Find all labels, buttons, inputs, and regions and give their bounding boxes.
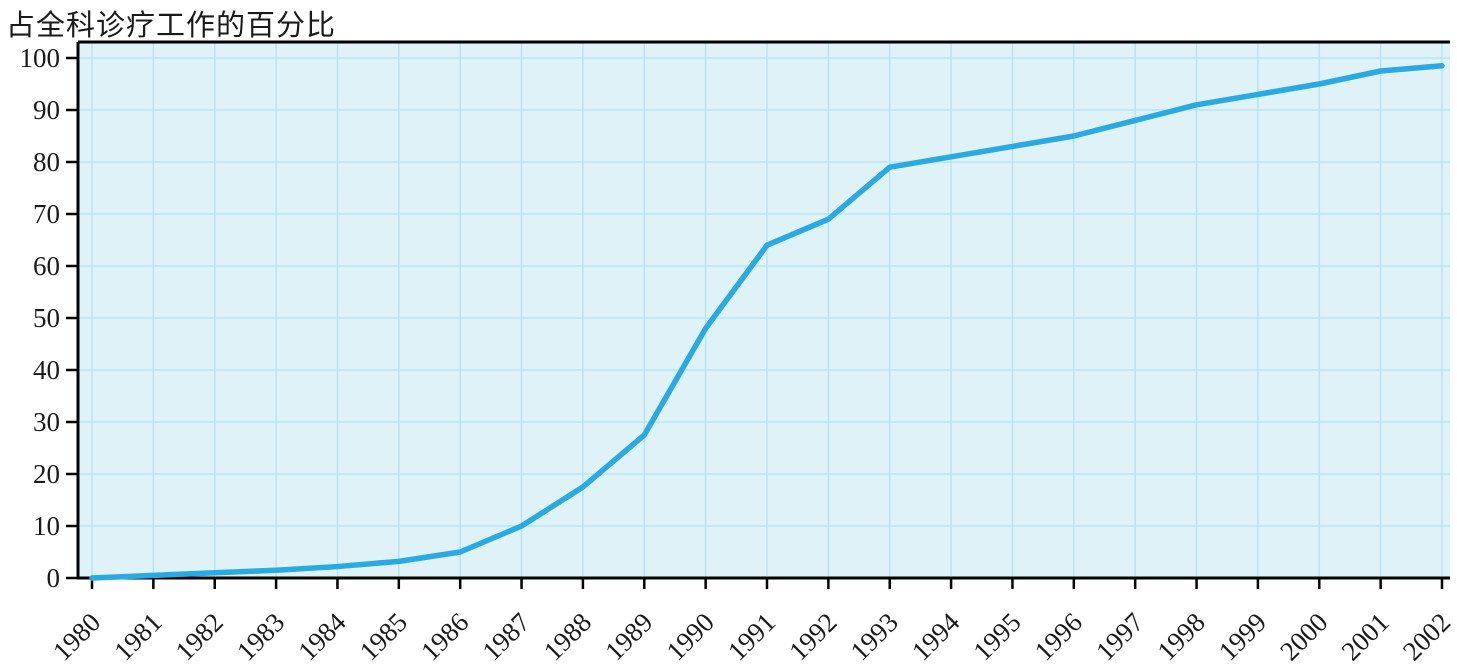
- x-tick-label: 1998: [1151, 607, 1210, 666]
- x-tick-label: 1982: [170, 607, 229, 666]
- y-tick-label: 0: [47, 563, 61, 593]
- y-tick-label: 90: [33, 95, 60, 125]
- x-tick-label: 1984: [292, 607, 352, 667]
- data-line: [89, 63, 1445, 581]
- x-tick-label: 1994: [906, 607, 966, 667]
- x-tick-label: 1997: [1090, 607, 1149, 666]
- y-tick-label: 100: [20, 43, 61, 73]
- x-tick-label: 1983: [231, 607, 290, 666]
- x-tick-label: 2002: [1397, 607, 1456, 666]
- x-tick-label: 1995: [967, 607, 1026, 666]
- x-tick-label: 2001: [1335, 607, 1394, 666]
- x-tick-label: 1996: [1029, 607, 1088, 666]
- y-tick-label: 20: [33, 459, 60, 489]
- y-tick-label: 10: [33, 511, 60, 541]
- x-tick-label: 1986: [415, 607, 474, 666]
- x-tick-label: 1990: [660, 607, 719, 666]
- plot-background: [78, 42, 1450, 578]
- x-tick-label: 1989: [599, 607, 658, 666]
- y-tick-label: 80: [33, 147, 60, 177]
- y-tick-label: 70: [33, 199, 60, 229]
- y-tick-label: 40: [33, 355, 60, 385]
- x-tick-label: 1999: [1213, 607, 1272, 666]
- x-tick-label: 2000: [1274, 607, 1333, 666]
- x-tick-label: 1992: [783, 607, 842, 666]
- x-tick-label: 1993: [845, 607, 904, 666]
- y-tick-label: 50: [33, 303, 60, 333]
- x-tick-label: 1988: [538, 607, 597, 666]
- y-tick-label: 60: [33, 251, 60, 281]
- y-tick-label: 30: [33, 407, 60, 437]
- x-tick-label: 1987: [476, 607, 535, 666]
- x-tick-label: 1985: [354, 607, 413, 666]
- x-tick-label: 1991: [722, 607, 781, 666]
- chart-title: 占全科诊疗工作的百分比: [6, 10, 337, 42]
- x-tick-label: 1981: [108, 607, 167, 666]
- x-tick-label: 1980: [47, 607, 106, 666]
